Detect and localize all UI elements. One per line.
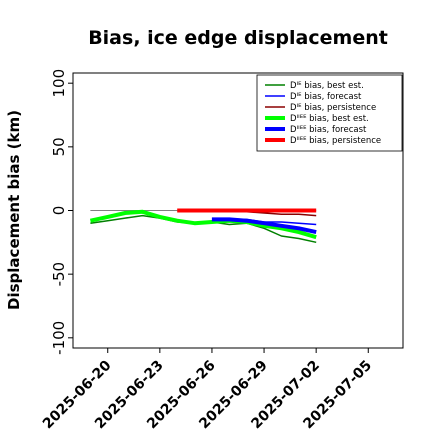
- legend-entry-5: Dᴵᴵᴱᴱ bias, forecast: [290, 125, 367, 135]
- legend-entry-1: Dᴵᴱ bias, best est.: [290, 81, 364, 91]
- legend: Dᴵᴱ bias, best est.Dᴵᴱ bias, forecastDᴵᴱ…: [256, 74, 403, 152]
- series-line-5: [211, 217, 317, 235]
- legend-entry-6: Dᴵᴵᴱᴱ bias, persistence: [290, 136, 381, 146]
- legend-entry-4: Dᴵᴵᴱᴱ bias, best est.: [290, 114, 369, 124]
- y-tick-label: 50: [50, 137, 68, 156]
- y-tick-label: 0: [50, 206, 68, 216]
- series-line-4: [89, 209, 317, 240]
- legend-entry-2: Dᴵᴱ bias, forecast: [290, 92, 362, 102]
- chart-title: Bias, ice edge displacement: [88, 27, 388, 49]
- y-axis-label: Displacement bias (km): [5, 110, 23, 310]
- y-tick-label: -50: [50, 262, 68, 287]
- y-tick-label: 100: [50, 69, 68, 98]
- y-tick-label: -100: [50, 321, 68, 355]
- legend-entry-3: Dᴵᴱ bias, persistence: [290, 103, 376, 113]
